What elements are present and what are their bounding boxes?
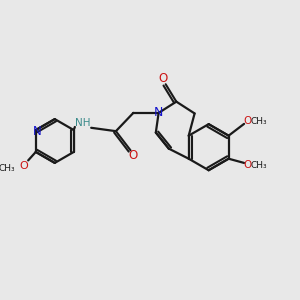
Text: NH: NH (75, 118, 91, 128)
Text: O: O (128, 149, 137, 162)
Text: O: O (20, 161, 28, 171)
Text: CH₃: CH₃ (250, 161, 267, 170)
Text: N: N (154, 106, 163, 119)
Text: CH₃: CH₃ (0, 164, 15, 173)
Text: O: O (244, 116, 252, 126)
Text: O: O (158, 72, 167, 85)
Text: O: O (244, 160, 252, 170)
Text: N: N (33, 125, 41, 138)
Text: CH₃: CH₃ (250, 116, 267, 125)
